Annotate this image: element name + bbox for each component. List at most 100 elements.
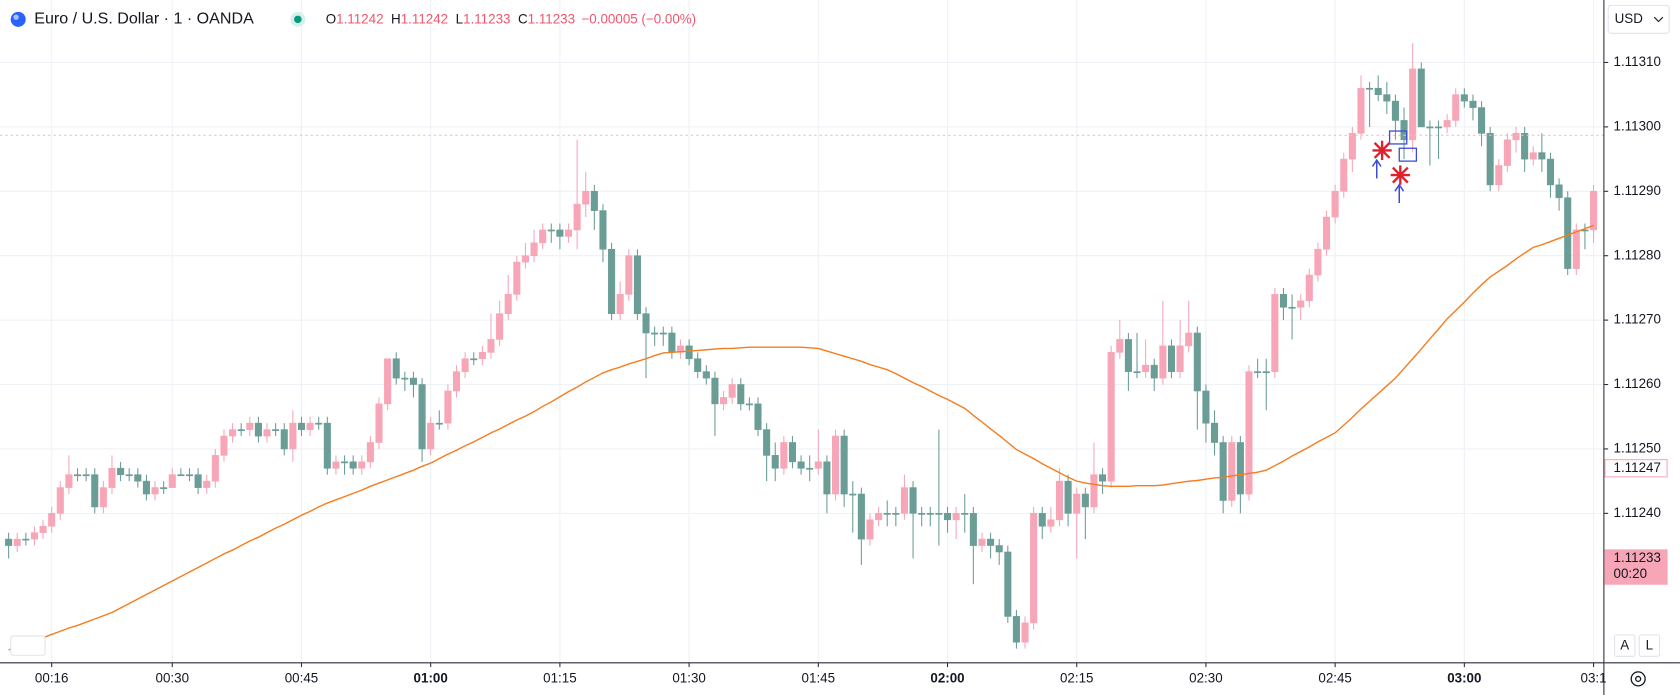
candle-body	[806, 467, 814, 470]
candle-body	[1348, 133, 1356, 160]
scale-button[interactable]	[1638, 634, 1661, 657]
candle-body	[263, 429, 271, 437]
y-tick-label: 1.11280	[1614, 247, 1661, 262]
candle-body	[1047, 519, 1055, 527]
x-tick-label: 02:00	[930, 670, 964, 685]
marker-box	[1388, 130, 1408, 145]
candle-body	[1297, 300, 1305, 308]
candle-body	[48, 513, 56, 527]
candle-body	[1331, 190, 1339, 218]
candle-body	[1546, 158, 1555, 186]
time-axis	[0, 662, 1680, 695]
candle-body	[1254, 371, 1262, 374]
candle-body	[487, 339, 495, 353]
candle-body	[625, 255, 633, 295]
candle-body	[470, 358, 478, 361]
candle-body	[211, 455, 219, 482]
candle-body	[1322, 216, 1331, 250]
ohlc-label: O	[326, 11, 336, 26]
candle-body	[82, 474, 90, 477]
candle-body	[935, 513, 943, 515]
candle-body	[254, 422, 262, 437]
candle-body	[461, 358, 469, 372]
candle-body	[969, 513, 977, 546]
ohlc-value: 1.11242	[401, 11, 448, 26]
price-label: 1.11233	[1614, 550, 1661, 565]
candle-body	[1486, 133, 1494, 186]
candle-body	[659, 332, 667, 335]
candle-body	[349, 461, 357, 469]
x-tick-label: 00:45	[285, 670, 319, 685]
candle-body	[633, 255, 641, 315]
candle-body	[892, 513, 900, 515]
currency-label[interactable]: USD	[1615, 11, 1644, 26]
settings-icon[interactable]	[1630, 671, 1646, 687]
marker-star	[1372, 140, 1392, 161]
candle-body	[125, 474, 133, 477]
candle-body	[978, 538, 986, 546]
candle-body	[720, 397, 728, 405]
scale-button[interactable]	[1614, 634, 1636, 657]
market-status-dot	[294, 15, 302, 24]
candle-body	[117, 467, 125, 476]
candle-body	[1529, 152, 1537, 160]
candle-body	[1503, 139, 1511, 166]
currency-selector[interactable]	[1607, 4, 1670, 34]
candle-body	[56, 487, 64, 514]
settings-core	[1635, 675, 1642, 683]
scale-button-label[interactable]: L	[1646, 638, 1654, 653]
candle-body	[1495, 165, 1503, 186]
symbol-title: Euro / U.S. Dollar · 1 · OANDA	[34, 10, 254, 28]
candle-body	[30, 532, 38, 540]
candle-body	[375, 403, 383, 443]
candle-body	[711, 377, 719, 405]
candle-body	[1340, 158, 1348, 192]
candle-body	[1383, 94, 1391, 102]
candle-body	[857, 493, 865, 540]
scroll-box[interactable]	[10, 635, 46, 656]
ohlc-value: 1.11233	[528, 11, 575, 26]
candle-body	[1211, 422, 1219, 443]
candle-body	[952, 513, 960, 521]
y-tick-label: 1.11310	[1614, 54, 1661, 69]
candle-body	[168, 474, 176, 488]
candle-body	[1564, 197, 1572, 269]
candle-body	[539, 229, 547, 244]
candle-body	[737, 384, 745, 405]
candle-body	[918, 513, 926, 515]
annotations	[10, 130, 1418, 656]
ohlc-label: C	[518, 11, 528, 26]
candle-body	[142, 480, 150, 495]
candle-body	[1357, 87, 1365, 134]
ohlc-value: 1.11233	[463, 11, 510, 26]
candle-body	[435, 422, 443, 425]
candle-body	[780, 442, 788, 469]
marker-star	[1390, 165, 1410, 185]
candle-body	[1021, 622, 1029, 643]
moving-average	[8, 224, 1594, 651]
candle-body	[151, 487, 159, 495]
candle-body	[99, 487, 107, 508]
marker-box	[1398, 147, 1418, 162]
candle-body	[1124, 339, 1132, 372]
candle-body	[582, 190, 590, 205]
scale-button-label[interactable]: A	[1620, 638, 1629, 653]
candle-body	[1288, 306, 1296, 309]
candle-body	[1314, 248, 1322, 276]
candle-body	[987, 538, 995, 546]
x-tick-label: 02:15	[1060, 670, 1094, 685]
candle-body	[668, 332, 676, 353]
y-tick-label: 1.11270	[1614, 312, 1661, 327]
candle-body	[883, 513, 891, 515]
plot	[0, 0, 1604, 663]
candle-body	[875, 513, 883, 521]
candle-body	[444, 390, 452, 424]
candle-body	[323, 422, 331, 469]
candle-body	[39, 525, 47, 533]
candle-body	[1460, 94, 1468, 102]
candle-body	[788, 442, 797, 463]
candle-body	[341, 461, 349, 464]
candle-body	[418, 384, 426, 450]
candle-body	[1434, 126, 1443, 129]
